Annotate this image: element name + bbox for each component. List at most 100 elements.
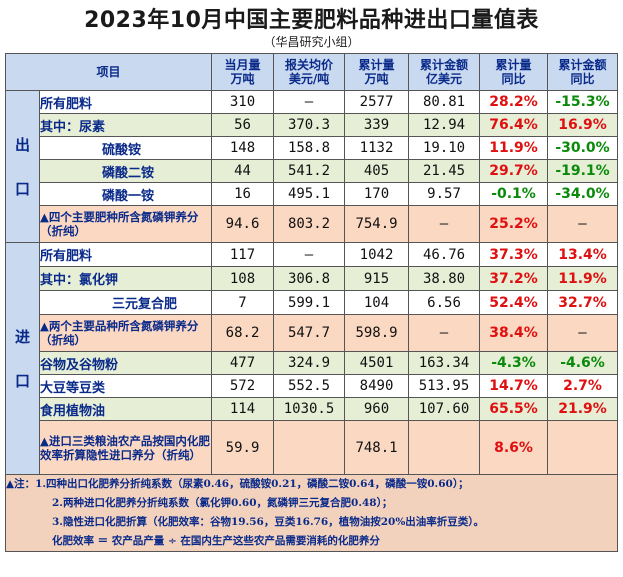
cum-value: 12.94: [408, 113, 481, 137]
monthly-qty: 7: [211, 290, 275, 315]
import-label-char1: 进: [14, 327, 30, 346]
notes-row: ▲注：1.四种出口化肥养分折纯系数（尿素0.46，硫酸铵0.21，磷酸二铵0.6…: [4, 474, 619, 552]
note-line-1: ▲注：1.四种出口化肥养分折纯系数（尿素0.46，硫酸铵0.21，磷酸二铵0.6…: [6, 478, 469, 490]
import-row-cereals: 谷物及谷物粉 477 324.9 4501 163.34 -4.3% -4.6%: [6, 351, 619, 375]
unit-price: 547.7: [273, 314, 346, 352]
cum-qty: 104: [344, 290, 410, 315]
import-section-label: 进 口: [5, 242, 40, 475]
cum-qty: 2577: [344, 90, 410, 114]
cum-value: 80.81: [408, 90, 481, 114]
page-title: 2023年10月中国主要肥料品种进出口量值表: [84, 8, 539, 33]
export-row-ammonium-sulfate: 硫酸铵 148 158.8 1132 19.10 11.9% -30.0%: [6, 136, 619, 160]
cum-value: —: [408, 314, 481, 352]
cum-value-yoy: -15.3%: [547, 90, 619, 114]
export-row-all-fertilizer: 出 口 所有肥料 310 — 2577 80.81 28.2% -15.3%: [5, 90, 619, 243]
row-name: 大豆等豆类: [38, 374, 213, 398]
unit-price: 495.1: [273, 182, 346, 206]
note-line-2: 2.两种进口化肥养分折纯系数（氯化钾0.60，氮磷钾三元复合肥0.48）；: [52, 497, 393, 509]
note-line-3: 3.隐性进口化肥折算（化肥效率：谷物19.56，豆类16.76，植物油按20%出…: [52, 516, 485, 528]
row-name: ▲进口三类粮油农产品按国内化肥效率折算隐性进口养分（折纯）: [38, 420, 213, 475]
export-label-char1: 出: [14, 135, 30, 154]
cum-qty-yoy: -0.1%: [479, 182, 549, 206]
header-unit-price: 报关均价 美元/吨: [273, 53, 346, 91]
cum-qty-yoy: 25.2%: [479, 205, 549, 243]
header-cum-qty-yoy: 累计量 同比: [479, 53, 549, 91]
monthly-qty: 117: [211, 242, 275, 267]
header-cum-value: 累计金额 亿美元: [408, 53, 481, 91]
import-row-potash: 其中：氯化钾 108 306.8 915 38.80 37.2% 11.9%: [6, 266, 619, 291]
cum-qty-yoy: 37.3%: [479, 242, 549, 267]
import-row-nutrient-total: ▲两个主要品种所含氮磷钾养分（折纯） 68.2 547.7 598.9 — 38…: [6, 314, 619, 352]
cum-qty: 915: [344, 266, 410, 291]
unit-price: 324.9: [273, 351, 346, 375]
cum-qty-yoy: 8.6%: [479, 420, 549, 475]
header-cum-value-yoy-line1: 累计金额: [558, 58, 607, 72]
row-name: 硫酸铵: [38, 136, 213, 160]
header-monthly-qty: 当月量 万吨: [211, 53, 275, 91]
export-row-urea: 其中：尿素 56 370.3 339 12.94 76.4% 16.9%: [6, 113, 619, 137]
cum-value: —: [408, 205, 481, 243]
monthly-qty: 572: [211, 374, 275, 398]
unit-price: 1030.5: [273, 397, 346, 421]
cum-value-yoy: 32.7%: [547, 290, 619, 315]
cum-value: 21.45: [408, 159, 481, 183]
header-row: 项目 当月量 万吨 报关均价 美元/吨 累计量 万吨 累计金额 亿美元: [4, 53, 619, 91]
row-name: 其中：氯化钾: [38, 266, 213, 291]
unit-price: —: [273, 242, 346, 267]
unit-price: 552.5: [273, 374, 346, 398]
cum-value: 513.95: [408, 374, 481, 398]
cum-qty-yoy: 37.2%: [479, 266, 549, 291]
unit-price: 158.8: [273, 136, 346, 160]
monthly-qty: 68.2: [211, 314, 275, 352]
export-row-nutrient-total: ▲四个主要肥种所含氮磷钾养分（折纯） 94.6 803.2 754.9 — 25…: [6, 205, 619, 243]
cum-qty: 339: [344, 113, 410, 137]
header-cum-qty-yoy-line2: 同比: [501, 72, 526, 86]
unit-price: 541.2: [273, 159, 346, 183]
row-name: 其中：尿素: [38, 113, 213, 137]
note-line-4: 化肥效率 ＝ 农产品产量 ÷ 在国内生产这些农产品需要消耗的化肥养分: [52, 535, 380, 547]
cum-value-yoy: -30.0%: [547, 136, 619, 160]
monthly-qty: 44: [211, 159, 275, 183]
cum-value: [408, 420, 481, 475]
export-row-map: 磷酸一铵 16 495.1 170 9.57 -0.1% -34.0%: [6, 182, 619, 206]
monthly-qty: 148: [211, 136, 275, 160]
monthly-qty: 310: [211, 90, 275, 114]
header-cum-value-yoy-line2: 同比: [570, 72, 595, 86]
unit-price: [273, 420, 346, 475]
row-name: 食用植物油: [38, 397, 213, 421]
unit-price: 599.1: [273, 290, 346, 315]
header-cum-qty: 累计量 万吨: [344, 53, 410, 91]
cum-value-yoy: 16.9%: [547, 113, 619, 137]
cum-qty-yoy: 76.4%: [479, 113, 549, 137]
header-cum-value-yoy: 累计金额 同比: [547, 53, 619, 91]
cum-value: 46.76: [408, 242, 481, 267]
trade-table: 项目 当月量 万吨 报关均价 美元/吨 累计量 万吨 累计金额 亿美元: [4, 53, 619, 552]
monthly-qty: 56: [211, 113, 275, 137]
unit-price: 370.3: [273, 113, 346, 137]
unit-price: 306.8: [273, 266, 346, 291]
import-row-hidden-nutrient: ▲进口三类粮油农产品按国内化肥效率折算隐性进口养分（折纯） 59.9 748.1…: [6, 420, 619, 475]
header-cum-value-line1: 累计金额: [420, 58, 469, 72]
row-name: 三元复合肥: [38, 290, 213, 315]
monthly-qty: 59.9: [211, 420, 275, 475]
monthly-qty: 16: [211, 182, 275, 206]
header-unit-price-line2: 美元/吨: [288, 72, 330, 86]
cum-qty: 8490: [344, 374, 410, 398]
notes-cell: ▲注：1.四种出口化肥养分折纯系数（尿素0.46，硫酸铵0.21，磷酸二铵0.6…: [4, 474, 619, 552]
cum-value-yoy: [547, 420, 619, 475]
row-name: 谷物及谷物粉: [38, 351, 213, 375]
monthly-qty: 94.6: [211, 205, 275, 243]
cum-value-yoy: 13.4%: [547, 242, 619, 267]
cum-qty: 405: [344, 159, 410, 183]
cum-value-yoy: -19.1%: [547, 159, 619, 183]
monthly-qty: 114: [211, 397, 275, 421]
cum-value: 9.57: [408, 182, 481, 206]
export-row-dap: 磷酸二铵 44 541.2 405 21.45 29.7% -19.1%: [6, 159, 619, 183]
cum-value-yoy: -34.0%: [547, 182, 619, 206]
header-unit-price-line1: 报关均价: [285, 58, 334, 72]
unit-price: —: [273, 90, 346, 114]
import-row-npk-compound: 三元复合肥 7 599.1 104 6.56 52.4% 32.7%: [6, 290, 619, 315]
row-name: 磷酸二铵: [38, 159, 213, 183]
import-label-char2: 口: [14, 371, 30, 390]
